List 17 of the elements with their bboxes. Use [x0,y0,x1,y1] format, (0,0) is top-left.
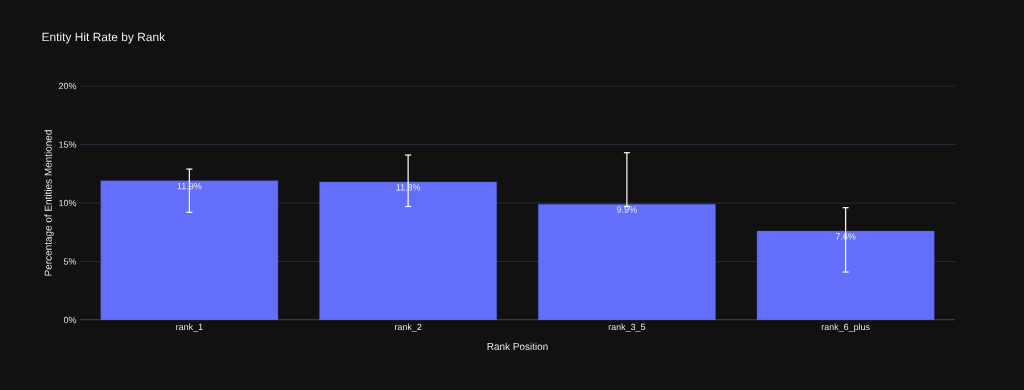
bar [319,181,497,320]
x-tick-label: rank_6_plus [821,323,870,332]
x-tick-label: rank_2 [395,323,422,332]
y-tick-label: 5% [63,258,77,265]
x-tick-label: rank_3_5 [608,323,646,332]
x-axis-title: Rank Position [487,342,548,351]
y-tick-label: 20% [58,82,77,90]
x-tick-label: rank_1 [176,323,203,332]
chart-title: Entity Hit Rate by Rank [42,32,166,44]
data-label: 9.9% [617,206,637,213]
y-axis-title: Percentage of Entities Mentioned [44,130,54,276]
y-tick-label: 10% [59,199,77,207]
bar [100,180,279,320]
y-tick-label: 0% [63,316,77,324]
bar [538,203,716,320]
y-tick-label: 15% [59,141,77,148]
bar [756,230,935,320]
